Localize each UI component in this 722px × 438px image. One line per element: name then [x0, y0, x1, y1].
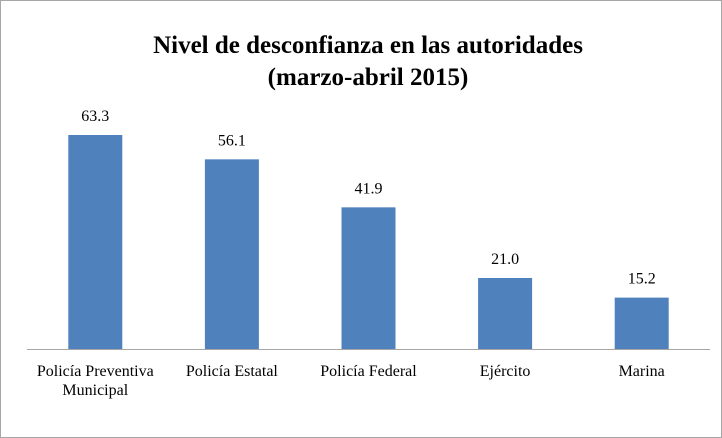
x-tick-label: Marina [618, 363, 665, 380]
value-label: 56.1 [218, 132, 246, 149]
chart-title: Nivel de desconfianza en las autoridades [153, 32, 583, 59]
x-tick-label: Ejército [479, 363, 531, 380]
bar [341, 207, 396, 349]
x-tick-label: Policía Estatal [185, 363, 278, 380]
value-label: 15.2 [628, 271, 656, 288]
value-label: 21.0 [491, 251, 519, 268]
bar [614, 297, 669, 349]
value-label: 41.9 [355, 180, 383, 197]
value-label: 63.3 [81, 108, 109, 125]
bar [68, 135, 123, 349]
bar [478, 278, 533, 349]
x-tick-label: Policía Preventiva Municipal [36, 363, 154, 399]
x-tick-label: Policía Federal [320, 363, 417, 380]
chart-subtitle: (marzo-abril 2015) [268, 64, 469, 91]
bar [204, 159, 259, 349]
